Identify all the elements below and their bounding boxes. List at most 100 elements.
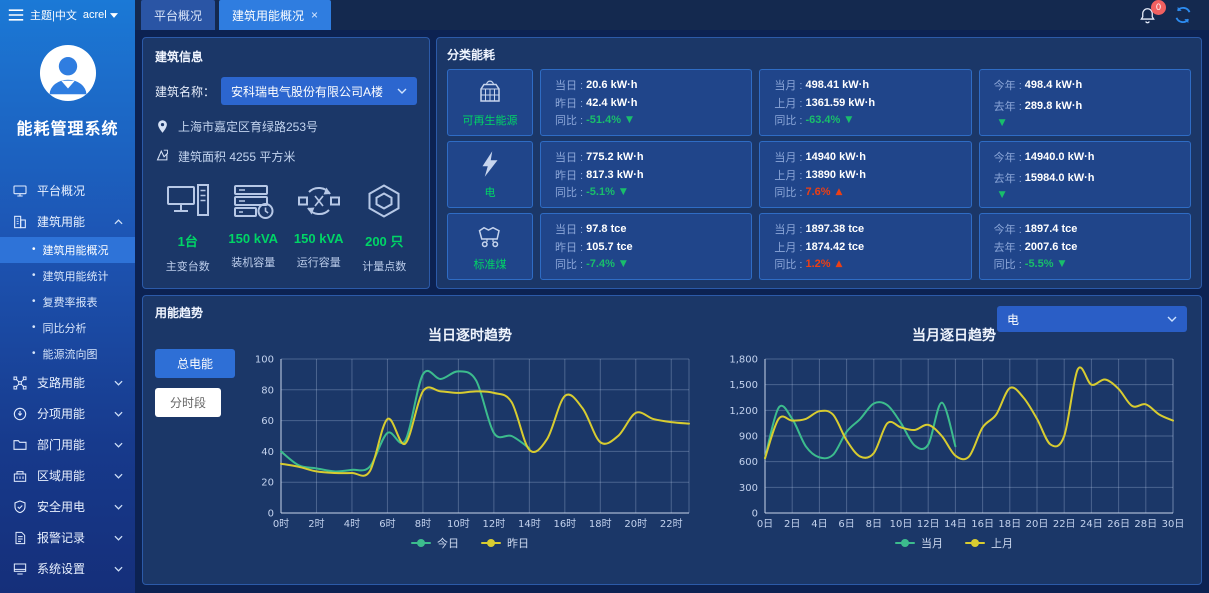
energy-stat-box: 当月 : 14940 kW·h 上月 : 13890 kW·h 同比 : 7.6% ▲ xyxy=(759,141,972,208)
energy-stat-label: 上月 : xyxy=(774,169,803,182)
chevron-down-icon xyxy=(114,411,123,417)
legend-label: 上月 xyxy=(991,538,1013,550)
trend-down-icon: ▼ xyxy=(619,187,627,197)
tab-building-energy-overview[interactable]: 建筑用能概况 × xyxy=(219,0,332,30)
monitor-icon xyxy=(12,183,28,199)
legend-item[interactable]: 今日 xyxy=(411,535,459,551)
energy-stat-box: 当日 : 97.8 tce 昨日 : 105.7 tce 同比 : -7.4% ▼ xyxy=(540,213,753,280)
location-pin-icon xyxy=(155,118,170,135)
svg-text:18日: 18日 xyxy=(998,519,1021,530)
close-tab-icon[interactable]: × xyxy=(311,8,319,22)
energy-stat-value: 105.7 tce xyxy=(586,240,633,253)
legend-marker xyxy=(895,539,915,547)
energy-stat-value: 7.6% xyxy=(805,186,831,198)
sidebar-item-department-energy[interactable]: 部门用能 xyxy=(0,429,135,460)
svg-text:20: 20 xyxy=(261,478,274,489)
hamburger-menu-icon[interactable] xyxy=(8,9,24,21)
energy-stat-line: 同比 : -5.1% ▼ xyxy=(555,184,737,200)
building-name-select[interactable]: 安科瑞电气股份有限公司A楼 xyxy=(221,77,417,105)
energy-stat-line: 同比 : -51.4% ▼ xyxy=(555,112,737,128)
sidebar-item-platform-overview[interactable]: 平台概况 xyxy=(0,175,135,206)
energy-stat-label: 同比 : xyxy=(993,259,1022,271)
category-name: 标准煤 xyxy=(473,259,507,271)
tab-platform-overview[interactable]: 平台概况 xyxy=(141,0,216,30)
notifications-bell-icon[interactable]: 0 xyxy=(1138,0,1166,25)
chevron-down-icon xyxy=(114,504,123,510)
trend-down-icon: ▼ xyxy=(619,259,627,269)
category-icon-box-standard-coal: 标准煤 xyxy=(447,213,533,280)
svg-text:22时: 22时 xyxy=(660,518,683,530)
energy-stat-value: 1897.4 tce xyxy=(1024,223,1078,235)
refresh-icon[interactable] xyxy=(1173,5,1193,25)
total-energy-button[interactable]: 总电能 xyxy=(155,349,235,378)
stat-value: 1台 xyxy=(177,234,198,249)
sidebar-item-label: 部门用能 xyxy=(37,438,86,452)
legend-item[interactable]: 昨日 xyxy=(481,535,529,551)
energy-stat-box: 当日 : 775.2 kW·h 昨日 : 817.3 kW·h 同比 : -5.1%… xyxy=(540,141,753,208)
sidebar-item-label: 支路用能 xyxy=(37,376,86,390)
svg-text:4日: 4日 xyxy=(811,519,827,530)
energy-stat-line: 当日 : 775.2 kW·h xyxy=(555,149,737,165)
legend-item[interactable]: 上月 xyxy=(965,535,1013,551)
svg-text:22日: 22日 xyxy=(1053,519,1076,530)
sidebar-subitem-building-energy-stats[interactable]: • 建筑用能统计 xyxy=(0,263,135,289)
energy-stat-label: 当日 : xyxy=(555,152,584,164)
sidebar-item-building-energy[interactable]: 建筑用能 xyxy=(0,206,135,237)
energy-stat-label: 今年 : xyxy=(993,224,1022,236)
solar-icon xyxy=(475,77,505,107)
hourly-trend-chart: 当日逐时趋势 0时 2时 4时 6时 8时 10时 12时 14时 16时 18时 20时 22时 0 2… xyxy=(235,323,705,576)
legend-item[interactable]: 当月 xyxy=(895,535,943,551)
category-name: 电 xyxy=(484,187,496,199)
energy-type-select[interactable]: 电 xyxy=(997,306,1187,332)
energy-stat-line: ▼ xyxy=(994,118,1176,128)
user-menu[interactable]: acrel xyxy=(83,9,118,21)
energy-stat-line: 去年 : 289.8 kW·h xyxy=(994,98,1176,114)
energy-stat-box: 当月 : 498.41 kW·h 上月 : 1361.59 kW·h 同比 : -6… xyxy=(759,69,972,136)
sidebar-subitem-building-energy-overview[interactable]: • 建筑用能概况 xyxy=(0,237,135,263)
category-icon-box-electricity: 电 xyxy=(447,141,533,208)
sidebar-subitem-label: 复费率报表 xyxy=(42,297,98,309)
energy-stat-label: 同比 : xyxy=(774,259,803,271)
sidebar-item-label: 报警记录 xyxy=(37,531,86,545)
trend-down-icon: ▼ xyxy=(845,115,853,125)
building-address: 上海市嘉定区育绿路253号 xyxy=(178,120,319,134)
trend-body: 总电能 分时段 当日逐时趋势 0时 2时 4时 6时 8时 10时 12时 14时 16时 18时… xyxy=(155,323,1189,576)
energy-stat-line: 今年 : 1897.4 tce xyxy=(994,221,1176,237)
sidebar-item-region-energy[interactable]: 区域用能 xyxy=(0,460,135,491)
energy-stat-line: 当日 : 20.6 kW·h xyxy=(555,77,737,93)
sidebar: 主题|中文 acrel 能耗管理系统 平台概况 建筑用能 • 建筑用能概况 • 建筑用能统… xyxy=(0,0,135,593)
subentry-icon xyxy=(12,406,28,422)
time-period-button[interactable]: 分时段 xyxy=(155,388,221,417)
energy-stat-value: 1897.38 tce xyxy=(805,223,865,235)
sidebar-subitem-yoy-analysis[interactable]: • 同比分析 xyxy=(0,315,135,341)
theme-language-label[interactable]: 主题|中文 xyxy=(30,10,77,22)
settings-icon xyxy=(12,561,28,577)
sidebar-subitem-energy-flow-diagram[interactable]: • 能源流向图 xyxy=(0,341,135,367)
svg-text:24日: 24日 xyxy=(1080,519,1103,530)
svg-text:2时: 2时 xyxy=(308,518,324,530)
tab-label: 建筑用能概况 xyxy=(232,8,305,23)
building-stat-installed-capacity: 150 kVA 装机容量 xyxy=(221,183,287,274)
svg-text:1,500: 1,500 xyxy=(729,380,758,391)
sidebar-item-system-settings[interactable]: 系统设置 xyxy=(0,553,135,584)
energy-stat-value: 42.4 kW·h xyxy=(586,96,638,109)
sidebar-subitem-tariff-report[interactable]: • 复费率报表 xyxy=(0,289,135,315)
svg-text:0: 0 xyxy=(752,509,758,520)
sidebar-item-subentry-energy[interactable]: 分项用能 xyxy=(0,398,135,429)
building-area: 建筑面积 4255 平方米 xyxy=(178,150,296,164)
svg-text:6日: 6日 xyxy=(838,519,854,530)
bullet-icon: • xyxy=(32,296,36,307)
top-row: 建筑信息 建筑名称： 安科瑞电气股份有限公司A楼 上海市嘉定区育绿路253号 xyxy=(142,37,1202,289)
svg-text:0: 0 xyxy=(268,509,274,520)
sidebar-item-branch-energy[interactable]: 支路用能 xyxy=(0,367,135,398)
sidebar-item-electrical-safety[interactable]: 安全用电 xyxy=(0,491,135,522)
svg-text:1,200: 1,200 xyxy=(729,406,758,417)
svg-text:16时: 16时 xyxy=(553,518,576,530)
sidebar-subitem-label: 同比分析 xyxy=(42,323,87,335)
category-energy-panel: 分类能耗 可再生能源 当日 : 20.6 kW·h 昨日 : 42.4 kW·h 同比… xyxy=(436,37,1202,289)
sidebar-item-alarm-records[interactable]: 报警记录 xyxy=(0,522,135,553)
svg-text:20日: 20日 xyxy=(1026,519,1049,530)
energy-stat-label: 当月 : xyxy=(774,80,803,92)
energy-stat-line: 同比 : -63.4% ▼ xyxy=(774,112,956,128)
